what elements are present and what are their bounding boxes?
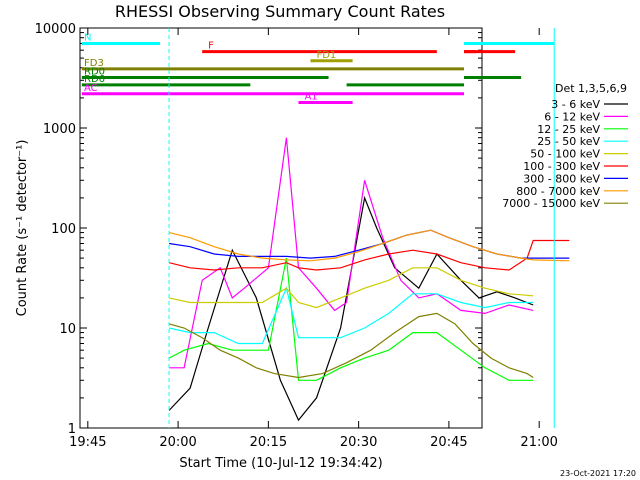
- legend-label: 3 - 6 keV: [551, 98, 600, 111]
- legend-label: 7000 - 15000 keV: [502, 197, 600, 210]
- y-tick-label: 10: [59, 322, 76, 337]
- legend-title: Det 1,3,5,6,9: [555, 82, 627, 95]
- y-tick-label: 1000: [43, 122, 76, 137]
- flag-label: FD3: [84, 58, 104, 69]
- y-tick-label: 1: [68, 422, 76, 437]
- series-lines: [168, 137, 570, 422]
- axis-ticks: 1 10 100 1000 10000 19:45 20:00 20:15 20:30 20:45…: [35, 22, 558, 450]
- legend-label: 25 - 50 keV: [537, 135, 600, 148]
- y-tick-label: 10000: [35, 22, 76, 37]
- legend-label: 100 - 300 keV: [523, 160, 600, 173]
- flag-label: N: [84, 32, 91, 43]
- legend-label: 800 - 7000 keV: [516, 185, 600, 198]
- chart-title: RHESSI Observing Summary Count Rates: [115, 2, 445, 21]
- flag-label: AC: [84, 83, 98, 94]
- legend-label: 6 - 12 keV: [544, 110, 600, 123]
- x-axis-label: Start Time (10-Jul-12 19:34:42): [179, 456, 382, 471]
- flag-label: RD6: [84, 74, 105, 85]
- x-tick-label: 21:00: [520, 435, 557, 450]
- x-tick-label: 20:30: [340, 435, 377, 450]
- series-line: [169, 229, 570, 259]
- footer-timestamp: 23-Oct-2021 17:20: [560, 469, 636, 478]
- legend-label: 12 - 25 keV: [537, 123, 600, 136]
- plot-frame: [79, 27, 483, 429]
- y-tick-label: 100: [51, 222, 76, 237]
- series-line: [169, 137, 534, 369]
- y-axis-label: Count Rate (s⁻¹ detector⁻¹): [15, 140, 30, 317]
- x-tick-label: 19:45: [69, 435, 106, 450]
- series-line: [168, 229, 570, 262]
- flag-label: RD0: [84, 66, 105, 77]
- legend-label: 50 - 100 keV: [530, 148, 600, 161]
- series-line: [168, 239, 570, 271]
- series-line: [168, 257, 534, 381]
- x-tick-label: 20:15: [250, 435, 287, 450]
- series-line: [168, 286, 534, 345]
- vertical-markers: [168, 28, 555, 428]
- flag-label: A1: [304, 91, 317, 102]
- series-line: [168, 195, 534, 422]
- x-tick-label: 20:45: [430, 435, 467, 450]
- series-line: [168, 267, 534, 309]
- flag-label: F: [208, 41, 214, 52]
- legend-label: 300 - 800 keV: [523, 172, 600, 185]
- x-tick-label: 20:00: [159, 435, 196, 450]
- flag-label: FD1: [316, 50, 336, 61]
- series-line: [168, 312, 534, 379]
